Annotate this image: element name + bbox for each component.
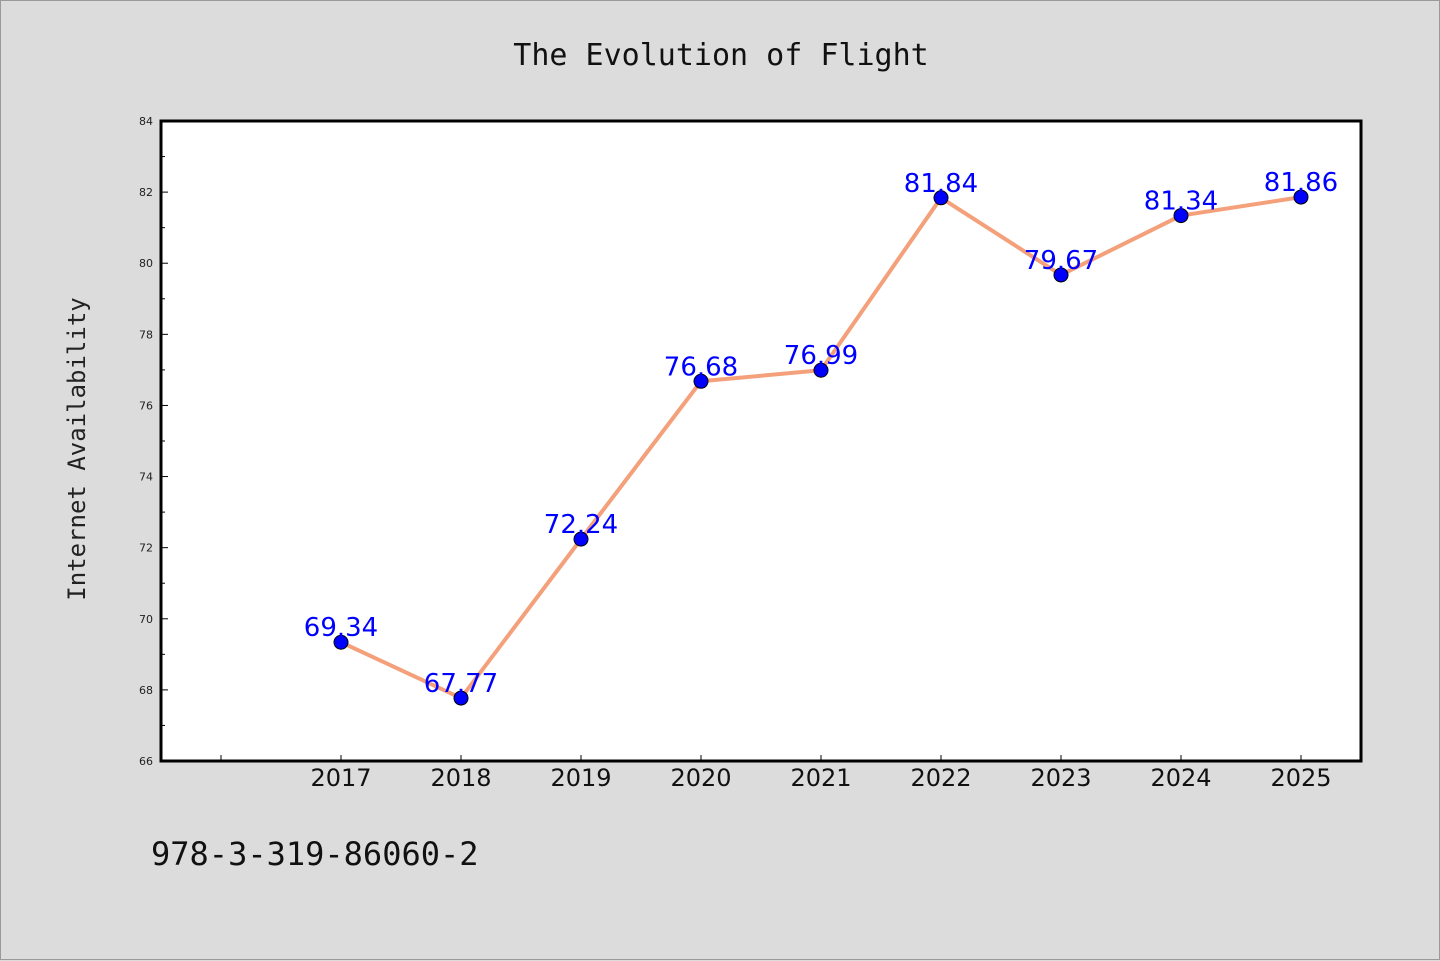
series-layer xyxy=(333,189,1309,706)
y-tick-label: 78 xyxy=(139,328,153,341)
data-point-2024 xyxy=(1173,208,1189,224)
y-tick-label: 68 xyxy=(139,684,153,697)
y-tick-label: 66 xyxy=(139,755,153,768)
x-tick-label: 2019 xyxy=(550,764,611,792)
y-tick-label: 82 xyxy=(139,186,153,199)
data-label-2021: 76.99 xyxy=(784,341,858,371)
data-label-2018: 67.77 xyxy=(424,669,498,699)
data-point-2023 xyxy=(1053,267,1069,283)
chart-title: The Evolution of Flight xyxy=(513,38,928,73)
data-label-2020: 76.68 xyxy=(664,352,738,382)
y-tick-label: 72 xyxy=(139,542,153,555)
x-tick-label: 2023 xyxy=(1030,764,1091,792)
data-label-2019: 72.24 xyxy=(544,510,618,540)
y-axis-label: Internet Availability xyxy=(63,297,91,600)
data-point-2025 xyxy=(1293,189,1309,205)
data-label-2024: 81.34 xyxy=(1144,187,1218,217)
x-tick-label: 2022 xyxy=(910,764,971,792)
x-tick-label: 2017 xyxy=(310,764,371,792)
y-tick-label: 74 xyxy=(139,471,153,484)
data-point-2020 xyxy=(693,373,709,389)
data-label-2017: 69.34 xyxy=(304,613,378,643)
data-point-2017 xyxy=(333,634,349,650)
x-tick-label: 2025 xyxy=(1270,764,1331,792)
x-axis-ticks: 2017 2018 2019 2020 2021 2022 2023 2024 2025 xyxy=(220,755,1332,792)
data-labels-layer: 69.34 67.77 72.24 76.68 76.99 81.84 79.67 81.34… xyxy=(304,168,1338,699)
y-axis-ticks: 66 68 70 72 74 76 78 80 82 84 xyxy=(139,115,168,768)
y-tick-label: 80 xyxy=(139,257,153,270)
data-point-2022 xyxy=(933,190,949,206)
x-tick-label: 2020 xyxy=(670,764,731,792)
data-label-2023: 79.67 xyxy=(1024,246,1098,276)
data-point-2021 xyxy=(813,362,829,378)
footer-isbn: 978-3-319-86060-2 xyxy=(151,835,479,873)
data-point-2019 xyxy=(573,531,589,547)
data-point-2018 xyxy=(453,690,469,706)
data-label-2022: 81.84 xyxy=(904,169,978,199)
y-tick-label: 76 xyxy=(139,399,153,412)
x-tick-label: 2018 xyxy=(430,764,491,792)
x-tick-label: 2021 xyxy=(790,764,851,792)
y-tick-label: 84 xyxy=(139,115,153,128)
x-tick-label: 2024 xyxy=(1150,764,1211,792)
data-label-2025: 81.86 xyxy=(1264,168,1338,198)
y-tick-label: 70 xyxy=(139,613,153,626)
